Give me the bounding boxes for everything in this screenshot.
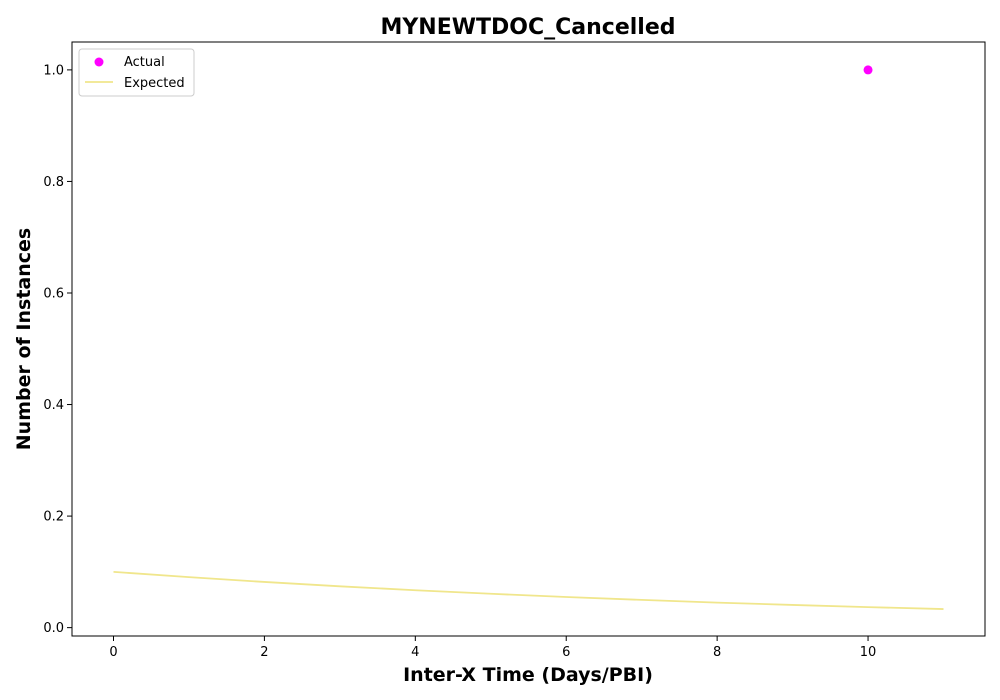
y-tick-label: 0.8	[43, 175, 64, 190]
y-tick-label: 1.0	[43, 63, 64, 78]
y-tick-label: 0.2	[43, 510, 64, 525]
y-tick-label: 0.6	[43, 286, 64, 301]
series-layer	[113, 65, 944, 610]
x-tick-label: 4	[411, 645, 419, 660]
x-tick-label: 10	[860, 645, 877, 660]
x-tick-label: 2	[260, 645, 268, 660]
actual-data-point	[863, 65, 873, 75]
y-axis-label: Number of Instances	[13, 228, 35, 450]
chart-title: MYNEWTDOC_Cancelled	[380, 15, 675, 40]
legend-actual-label: Actual	[124, 55, 165, 70]
legend: Actual Expected	[78, 48, 195, 97]
plot-frame	[71, 41, 986, 637]
x-tick-label: 8	[713, 645, 721, 660]
x-axis-ticks: 0 2 4 6 8 10	[109, 636, 876, 660]
expected-series-line	[113, 570, 944, 610]
y-tick-label: 0.0	[43, 621, 64, 636]
legend-actual-marker	[94, 57, 104, 67]
y-tick-label: 0.4	[43, 398, 64, 413]
legend-box	[78, 48, 195, 97]
x-tick-label: 0	[109, 645, 117, 660]
y-axis-ticks: 0.0 0.2 0.4 0.6 0.8 1.0	[43, 63, 72, 636]
x-axis-label: Inter-X Time (Days/PBI)	[403, 664, 653, 686]
legend-expected-label: Expected	[124, 76, 185, 91]
x-tick-label: 6	[562, 645, 570, 660]
